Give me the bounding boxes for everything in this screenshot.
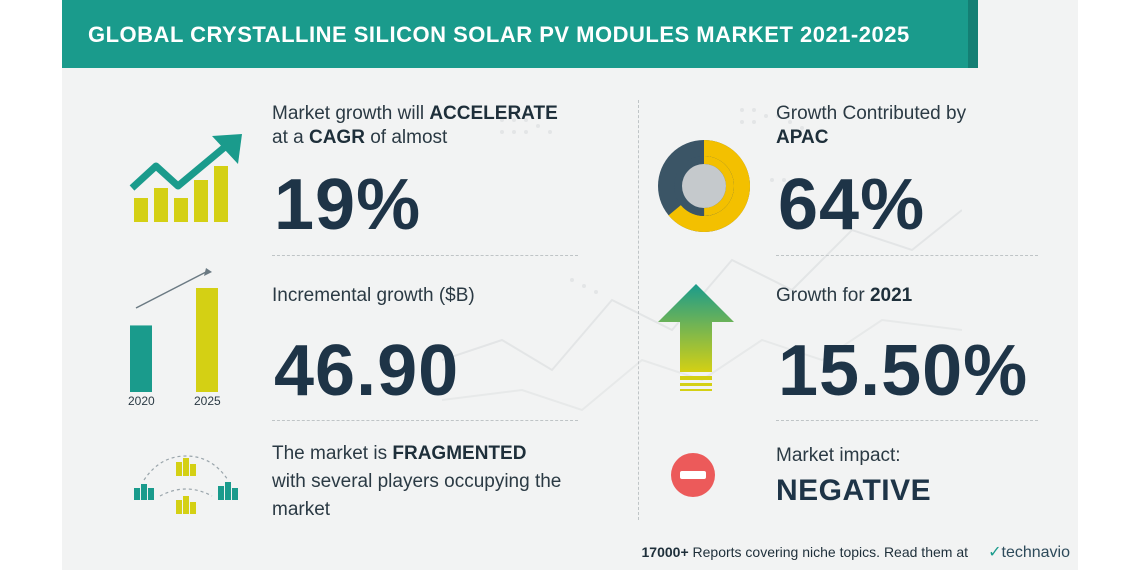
bar-label-2025: 2025 (194, 394, 221, 408)
growth-2021-label: Growth for 2021 (776, 284, 912, 308)
fragmented-label: FRAGMENTED (392, 443, 527, 464)
cagr-line2-suffix: of almost (370, 127, 448, 148)
fragmented-line3: market (272, 499, 331, 520)
footer: 17000+ Reports covering niche topics. Re… (62, 528, 1078, 570)
cagr-text-line1: Market growth will ACCELERATE (272, 102, 558, 126)
market-impact-label: Market impact: (776, 445, 901, 466)
incremental-bars-icon (130, 268, 218, 392)
row-divider-left-1 (272, 255, 578, 256)
column-divider (638, 100, 639, 520)
apac-label-line2: APAC (776, 127, 829, 148)
row-divider-right-1 (776, 255, 1038, 256)
apac-share-slice (668, 140, 750, 232)
growth-chart-icon (129, 134, 242, 222)
apac-value: 64% (778, 165, 926, 245)
infographic-canvas: GLOBAL CRYSTALLINE SILICON SOLAR PV MODU… (62, 0, 1078, 570)
title-banner-shape (62, 0, 978, 68)
background-map-graphic (442, 108, 962, 412)
cagr-label: CAGR (308, 127, 365, 148)
bar-2020 (130, 325, 152, 392)
cagr-text-line2: at a CAGR of almost (272, 126, 447, 150)
fragmented-line1-prefix: The market is (272, 443, 388, 464)
footer-report-count: 17000+ (641, 544, 689, 560)
page-title: GLOBAL CRYSTALLINE SILICON SOLAR PV MODU… (88, 22, 910, 47)
bar-label-2020: 2020 (128, 394, 155, 408)
cagr-line1-prefix: Market growth will (272, 103, 425, 124)
growth-2021-prefix: Growth for (776, 285, 865, 306)
row-divider-left-2 (272, 420, 578, 421)
title-banner: GLOBAL CRYSTALLINE SILICON SOLAR PV MODU… (62, 0, 1078, 68)
apac-share-inner-ring (704, 156, 734, 216)
cagr-accelerate-label: ACCELERATE (429, 103, 558, 124)
incremental-growth-value: 46.90 (274, 331, 460, 411)
apac-donut-icon (658, 140, 750, 232)
fragmented-line2: with several players occupying the (272, 471, 562, 492)
technavio-logo-mark-icon: ✓ (988, 544, 1002, 561)
technavio-logo-text: technavio (1001, 544, 1071, 561)
up-arrow-icon (658, 284, 734, 391)
apac-label-line1: Growth Contributed by (776, 103, 967, 124)
cagr-value: 19% (274, 165, 422, 245)
incremental-growth-label: Incremental growth ($B) (272, 285, 475, 306)
minus-circle-icon (671, 453, 715, 497)
market-impact-value: NEGATIVE (776, 474, 932, 507)
bar-2025 (196, 288, 218, 392)
footer-text: 17000+ Reports covering niche topics. Re… (642, 544, 968, 560)
footer-description: Reports covering niche topics. Read them… (692, 544, 968, 560)
technavio-logo[interactable]: ✓technavio (988, 542, 1070, 562)
row-divider-right-2 (776, 420, 1038, 421)
growth-2021-value: 15.50% (778, 331, 1029, 411)
fragmented-line1: The market is FRAGMENTED (272, 442, 526, 466)
fragmented-market-icon (134, 455, 238, 514)
cagr-line2-prefix: at a (272, 127, 304, 148)
growth-2021-year: 2021 (869, 285, 913, 306)
